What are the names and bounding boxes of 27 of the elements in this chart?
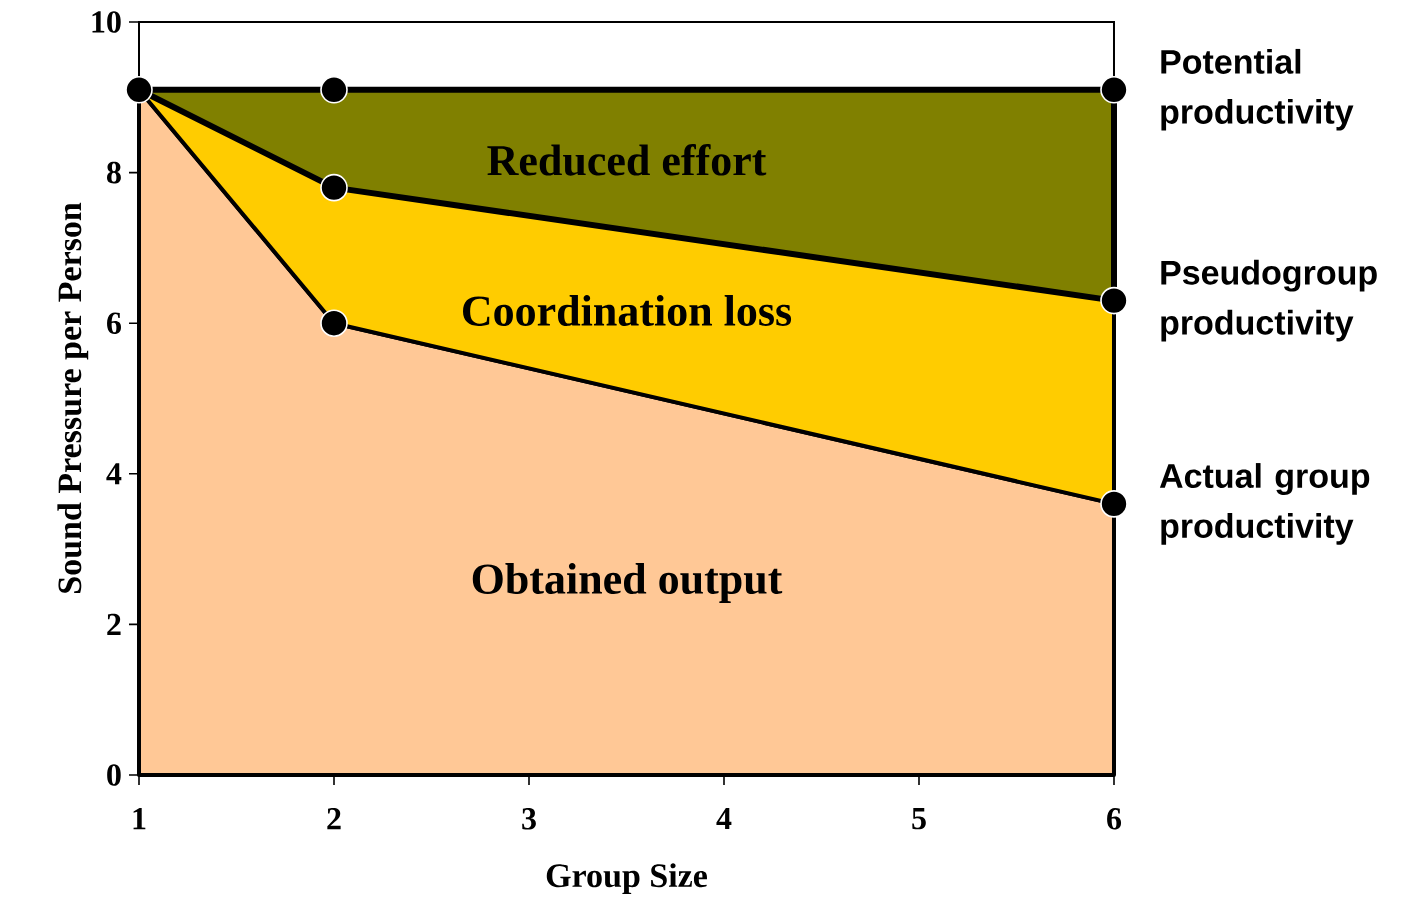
point bbox=[1100, 286, 1128, 315]
y-axis-title: Sound Pressure per Person bbox=[57, 202, 89, 593]
annotation: Obtained output bbox=[472, 563, 783, 603]
series-label: Potential productivity bbox=[1161, 48, 1354, 131]
point bbox=[320, 309, 348, 337]
x-tick-label: 3 bbox=[522, 808, 536, 830]
y-tick-label: 10 bbox=[92, 11, 121, 33]
y-tick-label: 6 bbox=[107, 312, 121, 334]
y-tick-label: 4 bbox=[106, 463, 122, 485]
point bbox=[1100, 75, 1128, 104]
x-tick-label: 5 bbox=[912, 808, 926, 830]
x-tick-label: 6 bbox=[1107, 808, 1122, 830]
point bbox=[320, 173, 348, 202]
annotation: Reduced effort bbox=[487, 144, 767, 176]
point bbox=[125, 75, 153, 104]
annotation: Coordination loss bbox=[463, 295, 792, 326]
series-label: Pseudogroup productivity bbox=[1161, 259, 1377, 342]
x-tick-label: 4 bbox=[716, 808, 732, 830]
series-label: Actual group productivity bbox=[1159, 463, 1370, 545]
x-tick-label: 2 bbox=[327, 808, 341, 830]
y-tick-label: 0 bbox=[107, 764, 121, 786]
x-tick-label: 1 bbox=[133, 808, 146, 830]
point bbox=[320, 75, 348, 104]
y-tick-label: 2 bbox=[107, 613, 121, 635]
point bbox=[1100, 490, 1128, 518]
x-axis-title: Group Size bbox=[546, 863, 707, 895]
y-tick-label: 8 bbox=[107, 161, 121, 184]
